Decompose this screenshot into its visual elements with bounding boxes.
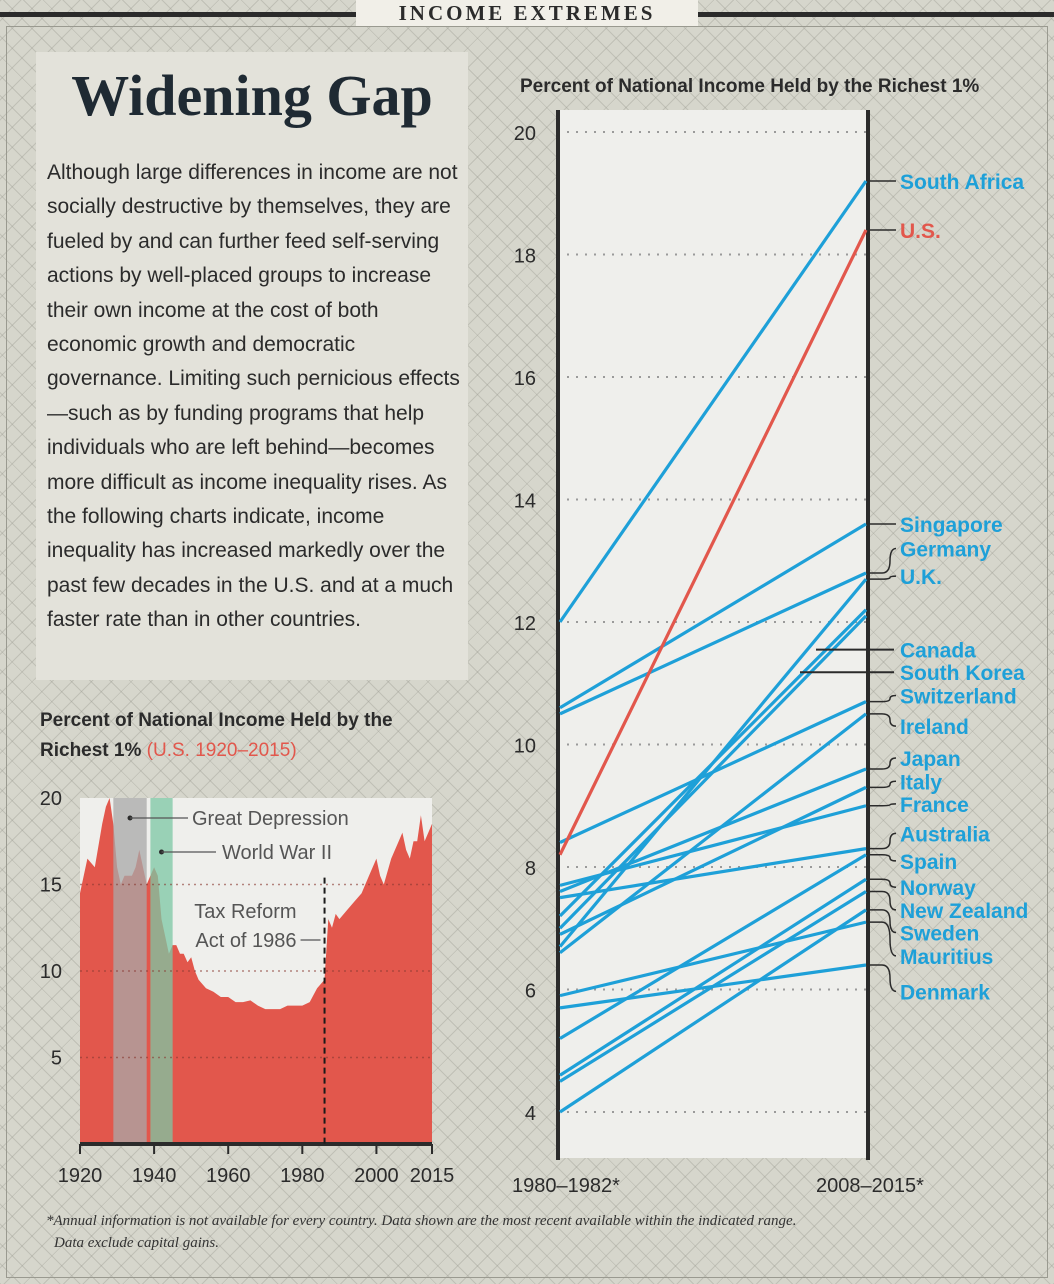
slope-line-sweden: [559, 908, 867, 1114]
slope-line-switzerland: [559, 700, 867, 844]
slope-line-australia: [559, 847, 867, 900]
slope-line-denmark: [559, 963, 867, 1010]
leader-spain: [868, 854, 897, 862]
country-chart-title: Percent of National Income Held by the R…: [520, 76, 980, 97]
us-area-chart: 5 10 15 20 1920 1940 1960 1980 2000 2015 Great Dep…: [40, 788, 455, 1187]
country-label-mauritius: Mauritius: [900, 946, 993, 969]
section-tag: INCOME EXTREMES: [356, 0, 698, 26]
slope-y-tick-label: 20: [514, 123, 536, 145]
us-x-tick-label: 1920: [58, 1165, 103, 1187]
slope-x-label-end: 2008–2015*: [816, 1175, 924, 1197]
us-x-tick-label: 1960: [206, 1165, 251, 1187]
tax-reform-label-line-2: Act of 1986: [195, 930, 296, 952]
slope-y-tick-label: 6: [525, 981, 536, 1003]
page-frame: [6, 26, 1048, 1278]
leader-ireland: [868, 713, 897, 727]
slope-y-tick-label: 18: [514, 246, 536, 268]
slope-y-tick-label: 12: [514, 613, 536, 635]
country-label-south-africa: South Africa: [900, 171, 1024, 194]
leader-germany: [868, 547, 897, 574]
country-label-italy: Italy: [900, 771, 942, 794]
slope-line-canada: [558, 608, 868, 918]
country-label-new-zealand: New Zealand: [900, 900, 1028, 923]
us-x-tick-label: 1940: [132, 1165, 177, 1187]
country-label-u-k-: U.K.: [900, 566, 942, 589]
shaded-period-world-war-ii: [150, 798, 173, 1144]
leader-switzerland: [868, 694, 897, 703]
slope-y-tick-label: 8: [525, 858, 536, 880]
country-label-singapore: Singapore: [900, 514, 1003, 537]
body-text: Although large differences in income are…: [47, 161, 460, 632]
slope-line-u-s-: [558, 229, 868, 856]
footnote: *Annual information is not available for…: [46, 1210, 1006, 1254]
slope-y-tick-label: 14: [514, 491, 536, 513]
us-y-tick-label: 10: [40, 961, 62, 983]
us-chart-title: Percent of National Income Held by the R…: [40, 706, 460, 766]
country-label-sweden: Sweden: [900, 923, 979, 946]
country-label-japan: Japan: [900, 748, 961, 771]
country-label-canada: Canada: [900, 640, 976, 663]
country-label-norway: Norway: [900, 877, 976, 900]
country-label-australia: Australia: [900, 823, 990, 846]
country-label-switzerland: Switzerland: [900, 686, 1017, 709]
country-label-spain: Spain: [900, 851, 957, 874]
us-y-tick-label: 20: [40, 788, 62, 810]
slope-y-tick-label: 10: [514, 736, 536, 758]
country-label-u-s-: U.S.: [900, 220, 941, 243]
slope-line-south-africa: [558, 180, 868, 623]
intro-panel: Widening Gap Although large differences …: [36, 52, 468, 680]
slope-line-singapore: [559, 522, 867, 710]
slope-line-mauritius: [559, 920, 867, 998]
leader-italy: [868, 780, 897, 789]
country-label-south-korea: South Korea: [900, 662, 1025, 685]
leader-denmark: [868, 964, 897, 993]
us-x-tick-label: 1980: [280, 1165, 325, 1187]
slope-line-ireland: [559, 712, 867, 955]
country-label-ireland: Ireland: [900, 716, 969, 739]
us-y-tick-label: 15: [40, 875, 62, 897]
us-x-tick-label: 2015: [410, 1165, 455, 1187]
slope-x-label-start: 1980–1982*: [512, 1175, 620, 1197]
us-chart-title-highlight: (U.S. 1920–2015): [146, 740, 297, 761]
leader-france: [868, 803, 897, 807]
leader-norway: [868, 878, 897, 888]
leader-new-zealand: [868, 890, 897, 911]
period-label-great-depression: Great Depression: [192, 808, 349, 830]
slope-line-france: [559, 804, 867, 887]
headline: Widening Gap: [71, 63, 433, 128]
footnote-line-1: *Annual information is not available for…: [46, 1213, 797, 1229]
us-y-tick-label: 5: [51, 1048, 62, 1070]
slope-y-tick-label: 4: [525, 1103, 536, 1125]
tax-reform-label-line-1: Tax Reform: [194, 901, 296, 923]
us-x-tick-label: 2000: [354, 1165, 399, 1187]
leader-sweden: [868, 909, 897, 934]
top-rule: [0, 12, 1054, 18]
country-label-germany: Germany: [900, 539, 991, 562]
slope-line-spain: [559, 853, 867, 1040]
slope-line-germany: [559, 571, 867, 716]
country-slope-chart: 4 6 8 10 12 14 16 18 20 1980–1982* 2008–2015* South…: [512, 110, 1028, 1197]
slope-y-tick-label: 16: [514, 368, 536, 390]
footnote-line-2: Data exclude capital gains.: [54, 1235, 219, 1251]
leader-australia: [868, 832, 897, 850]
country-label-denmark: Denmark: [900, 981, 990, 1004]
leader-u-k-: [868, 575, 897, 580]
us-chart-title-text: Percent of National Income Held by the R…: [40, 710, 393, 761]
leader-mauritius: [868, 921, 897, 957]
slope-line-norway: [559, 877, 867, 1077]
leader-japan: [868, 757, 897, 770]
period-label-world-war-ii: World War II: [222, 842, 332, 864]
country-label-france: France: [900, 794, 969, 817]
slope-line-italy: [559, 785, 867, 936]
